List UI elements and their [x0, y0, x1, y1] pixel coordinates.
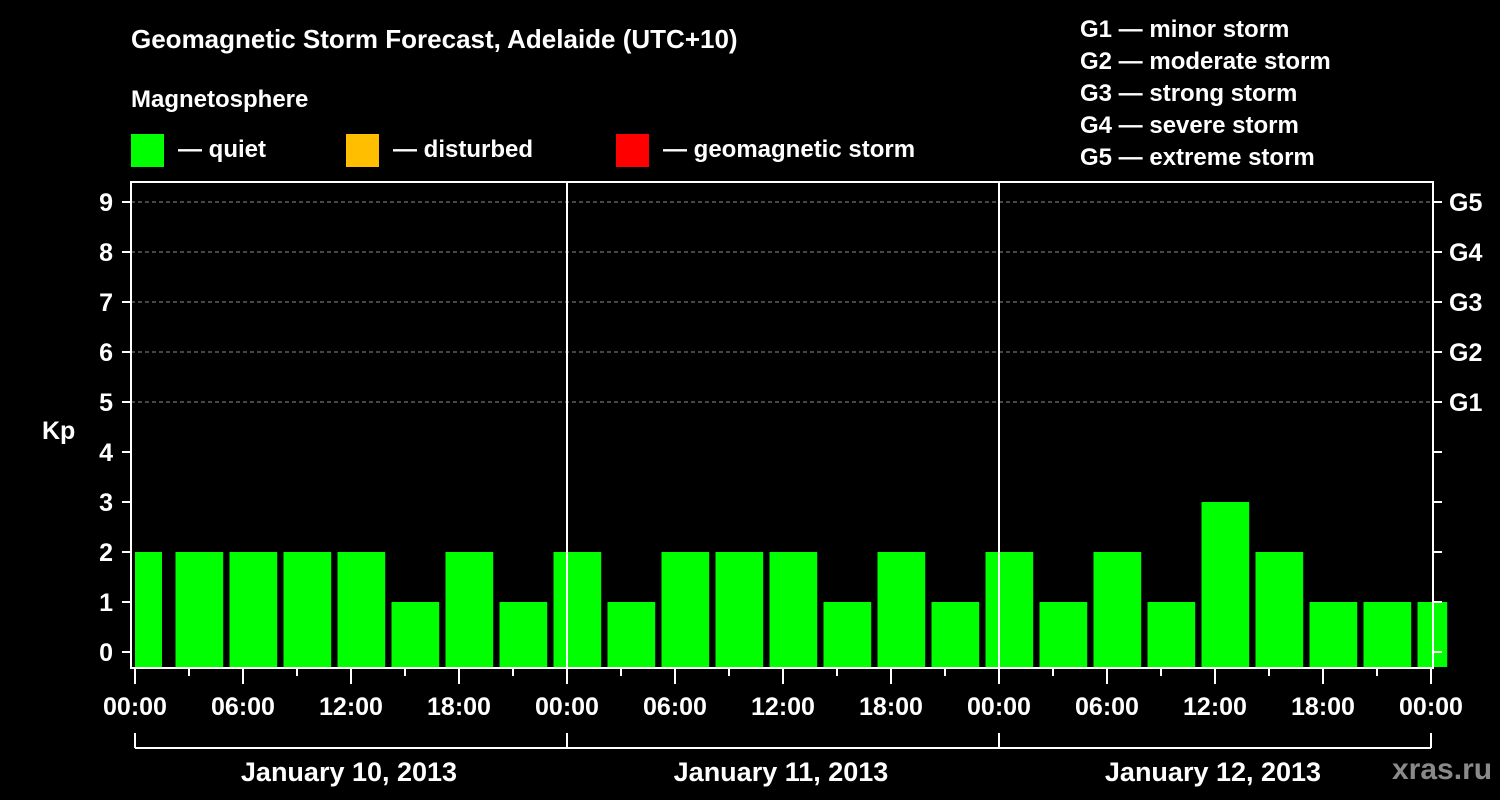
- legend-label-disturbed: — disturbed: [393, 136, 534, 163]
- x-tick-label: 06:00: [211, 693, 275, 721]
- kp-bar: [445, 552, 494, 667]
- kp-bar: [877, 552, 926, 667]
- legend-item-disturbed: — disturbed: [346, 133, 534, 167]
- kp-bar: [135, 552, 162, 667]
- x-tick-label: 12:00: [319, 693, 383, 721]
- x-tick-label: 18:00: [1291, 693, 1355, 721]
- kp-bar: [499, 602, 548, 667]
- y-axis-label: Kp: [42, 417, 75, 445]
- y-tick-label: 2: [99, 539, 113, 567]
- g-scale-legend: G1 — minor storm G2 — moderate storm G3 …: [1080, 14, 1331, 174]
- y-tick-label: 6: [99, 339, 113, 367]
- quiet-swatch-icon: [131, 133, 164, 167]
- chart-subtitle: Magnetosphere: [131, 86, 309, 113]
- g-scale-label: G3: [1449, 289, 1482, 317]
- kp-bar: [1147, 602, 1196, 667]
- g-scale-label: G4: [1449, 239, 1482, 267]
- kp-bar: [229, 552, 278, 667]
- g-scale-g1: G1 — minor storm: [1080, 16, 1290, 43]
- y-tick-label: 3: [99, 489, 113, 517]
- g-scale-g2: G2 — moderate storm: [1080, 48, 1331, 75]
- kp-bar: [1039, 602, 1088, 667]
- kp-bar: [553, 552, 602, 667]
- kp-bar: [283, 552, 332, 667]
- kp-bar: [1255, 552, 1304, 667]
- kp-bar: [337, 552, 386, 667]
- y-tick-label: 7: [99, 289, 113, 317]
- legend-label-quiet: — quiet: [178, 136, 266, 163]
- x-tick-label: 12:00: [751, 693, 815, 721]
- disturbed-swatch-icon: [346, 133, 379, 167]
- g-scale-label: G2: [1449, 339, 1482, 367]
- x-tick-label: 12:00: [1183, 693, 1247, 721]
- x-tick-label: 00:00: [535, 693, 599, 721]
- y-tick-label: 5: [99, 389, 113, 417]
- kp-bar: [175, 552, 224, 667]
- y-tick-label: 1: [99, 589, 113, 617]
- date-label: January 12, 2013: [1105, 757, 1321, 787]
- kp-bar: [985, 552, 1034, 667]
- x-tick-label: 06:00: [1075, 693, 1139, 721]
- x-tick-label: 06:00: [643, 693, 707, 721]
- g-scale-label: G1: [1449, 389, 1482, 417]
- kp-bar: [931, 602, 980, 667]
- legend-item-storm: — geomagnetic storm: [616, 133, 916, 167]
- watermark: xras.ru: [1392, 753, 1493, 786]
- chart-title: Geomagnetic Storm Forecast, Adelaide (UT…: [131, 24, 738, 54]
- kp-bar: [823, 602, 872, 667]
- date-label: January 10, 2013: [241, 757, 457, 787]
- y-tick-label: 8: [99, 239, 113, 267]
- y-tick-label: 0: [99, 639, 113, 667]
- kp-bar: [769, 552, 818, 667]
- kp-bar: [661, 552, 710, 667]
- kp-bar: [1201, 502, 1250, 667]
- g-scale-g3: G3 — strong storm: [1080, 80, 1298, 107]
- legend-label-storm: — geomagnetic storm: [663, 136, 916, 163]
- g-scale-g5: G5 — extreme storm: [1080, 144, 1315, 171]
- g-scale-label: G5: [1449, 189, 1482, 217]
- kp-bar: [1093, 552, 1142, 667]
- g-scale-g4: G4 — severe storm: [1080, 112, 1299, 139]
- x-tick-label: 00:00: [103, 693, 167, 721]
- kp-bar: [391, 602, 440, 667]
- x-tick-label: 00:00: [967, 693, 1031, 721]
- kp-bar: [1309, 602, 1358, 667]
- storm-swatch-icon: [616, 133, 649, 167]
- y-tick-label: 4: [99, 439, 113, 467]
- x-tick-label: 18:00: [859, 693, 923, 721]
- x-tick-label: 18:00: [427, 693, 491, 721]
- kp-bar: [1363, 602, 1412, 667]
- kp-bar: [715, 552, 764, 667]
- legend-item-quiet: — quiet: [131, 133, 266, 167]
- date-label: January 11, 2013: [674, 757, 889, 787]
- y-tick-label: 9: [99, 189, 113, 217]
- x-tick-label: 00:00: [1399, 693, 1463, 721]
- kp-bar: [607, 602, 656, 667]
